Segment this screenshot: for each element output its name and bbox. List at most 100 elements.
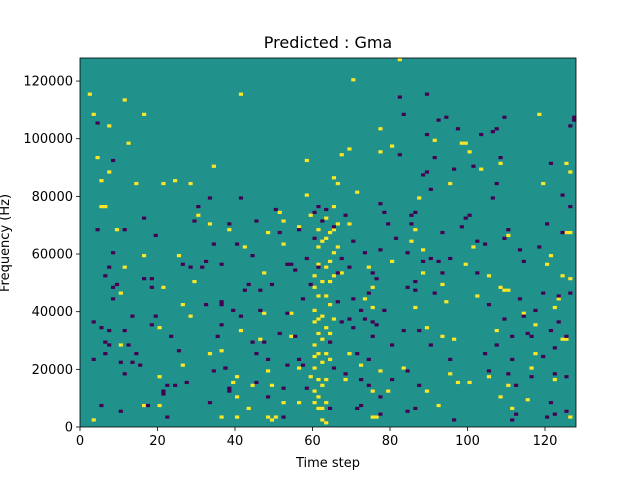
heatmap-cell-high: [161, 181, 166, 186]
heatmap-cell-low: [560, 230, 565, 235]
heatmap-cell-high: [266, 230, 271, 235]
heatmap-cell-low: [347, 265, 352, 269]
heatmap-cell-low: [483, 242, 488, 246]
heatmap-cell-low: [180, 262, 185, 266]
heatmap-cell-high: [142, 254, 147, 258]
heatmap-cell-high: [91, 418, 96, 422]
heatmap-cell-high: [328, 331, 333, 336]
heatmap-cell-high: [273, 415, 278, 419]
heatmap-cell-high: [564, 230, 569, 235]
heatmap-cell-high: [335, 222, 340, 226]
heatmap-cell-high: [118, 291, 123, 295]
heatmap-cell-low: [254, 219, 259, 223]
heatmap-cell-high: [176, 254, 182, 258]
heatmap-cell-low: [370, 271, 375, 275]
heatmap-cell-high: [157, 326, 162, 330]
heatmap-cell-low: [552, 346, 557, 350]
heatmap-cell-high: [316, 245, 321, 249]
heatmap-cell-low: [103, 352, 108, 356]
heatmap-cell-high: [180, 363, 185, 367]
heatmap-cell-high: [304, 158, 309, 163]
y-tick-label: 80000: [32, 190, 73, 205]
heatmap-cell-high: [390, 259, 395, 263]
heatmap-cell-low: [266, 395, 271, 399]
heatmap-cell-high: [227, 228, 232, 232]
heatmap-cell-low: [242, 288, 247, 292]
heatmap-cell-high: [316, 377, 321, 382]
heatmap-cell-low: [331, 225, 337, 229]
heatmap-cell-high: [269, 418, 275, 422]
heatmap-cell-high: [289, 311, 294, 315]
heatmap-cell-high: [568, 170, 573, 174]
heatmap-cell-high: [219, 349, 224, 353]
heatmap-cell-high: [506, 233, 511, 238]
heatmap-cell-low: [351, 326, 356, 330]
heatmap-cell-low: [401, 112, 406, 116]
heatmap-cell-high: [370, 389, 375, 393]
heatmap-cell-high: [87, 92, 92, 96]
heatmap-cell-low: [149, 323, 154, 327]
heatmap-cell-high: [328, 230, 333, 235]
heatmap-cell-high: [339, 271, 344, 275]
heatmap-cell-high: [126, 141, 131, 145]
heatmap-cell-low: [560, 193, 565, 197]
heatmap-cell-high: [312, 274, 317, 278]
heatmap-cell-high: [455, 380, 461, 385]
heatmap-cell-high: [196, 213, 201, 217]
heatmap-cell-low: [118, 409, 123, 413]
heatmap-cell-low: [479, 132, 484, 137]
heatmap-cell-low: [405, 409, 410, 413]
heatmap-cell-high: [568, 415, 573, 419]
heatmap-cell-high: [238, 92, 244, 96]
heatmap-cell-low: [355, 406, 360, 410]
heatmap-cell-low: [142, 277, 147, 281]
heatmap-cell-high: [161, 285, 166, 289]
heatmap-cell-high: [312, 366, 317, 370]
heatmap-cell-low: [149, 277, 154, 281]
heatmap-cell-low: [521, 259, 526, 263]
heatmap-cell-low: [452, 418, 457, 422]
x-axis-label: Time step: [295, 456, 360, 471]
heatmap-cell-high: [312, 320, 317, 324]
heatmap-cell-high: [533, 352, 538, 356]
heatmap-cell-high: [525, 398, 530, 402]
heatmap-cell-high: [324, 216, 329, 220]
heatmap-cell-high: [452, 337, 457, 341]
heatmap-cell-high: [316, 395, 321, 399]
y-tick-label: 100000: [23, 132, 73, 147]
heatmap-cell-low: [130, 314, 135, 318]
heatmap-cell-high: [312, 308, 317, 312]
heatmap-cell-low: [374, 323, 379, 327]
heatmap-cell-low: [552, 412, 557, 416]
heatmap-cell-high: [99, 205, 104, 209]
heatmap-cell-high: [142, 403, 147, 408]
heatmap-cell-low: [211, 369, 216, 373]
heatmap-cell-low: [161, 389, 166, 393]
heatmap-cell-low: [517, 248, 523, 252]
heatmap-cell-low: [277, 331, 282, 336]
heatmap-cell-high: [331, 228, 337, 232]
plot-area: [79, 57, 577, 428]
heatmap-cell-low: [347, 317, 352, 321]
heatmap-cell-low: [386, 222, 391, 226]
heatmap-cell-high: [312, 389, 317, 393]
heatmap-cell-low: [122, 372, 127, 376]
heatmap-cell-low: [424, 92, 430, 96]
heatmap-cell-low: [111, 285, 116, 289]
heatmap-cell-high: [180, 303, 185, 307]
heatmap-cell-high: [467, 150, 472, 154]
heatmap-cell-low: [138, 363, 143, 367]
heatmap-cell-high: [378, 369, 383, 373]
heatmap-cell-low: [297, 228, 302, 232]
heatmap-cell-low: [351, 297, 356, 301]
heatmap-cell-high: [281, 242, 286, 246]
heatmap-cell-low: [510, 334, 515, 338]
heatmap-cell-high: [386, 389, 391, 393]
heatmap-cell-low: [300, 297, 306, 301]
heatmap-cell-low: [300, 363, 306, 367]
heatmap-cell-low: [304, 386, 309, 390]
x-axis: 0 20 40 60 80 100 120: [76, 427, 557, 449]
heatmap-cell-low: [227, 222, 232, 226]
heatmap-cell-high: [331, 274, 337, 278]
heatmap-cell-high: [421, 271, 426, 275]
